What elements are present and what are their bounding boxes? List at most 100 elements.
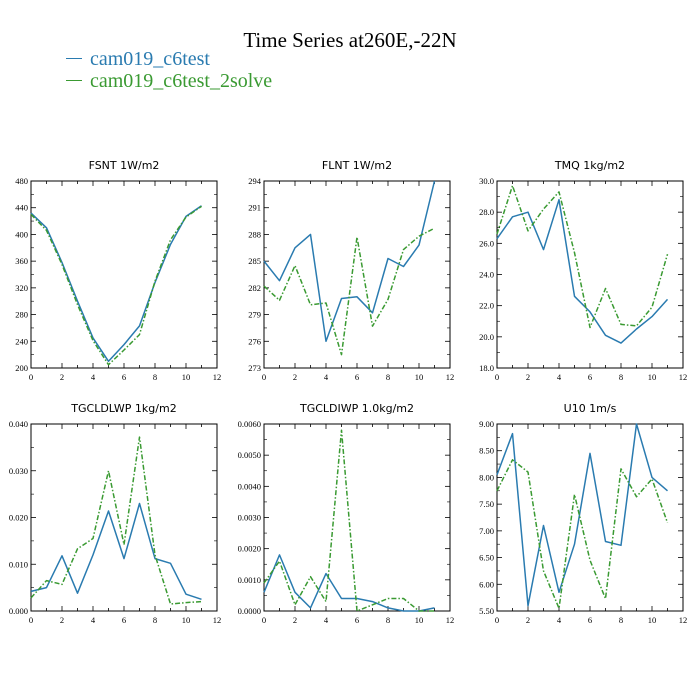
chart-panel-4: TGCLDLWP 1kg/m2 0.000 0.010 0.020 0.030 0.040… (9, 402, 221, 625)
x-tick-label: 8 (386, 615, 390, 625)
plot-frame (496, 423, 684, 612)
y-tick-label: 480 (15, 176, 28, 186)
series-line-1 (30, 502, 202, 601)
y-tick-label: 0.0030 (238, 513, 261, 523)
y-tick-label: 18.0 (479, 363, 494, 373)
series-line-2 (496, 184, 669, 329)
y-tick-label: 6.00 (479, 579, 494, 589)
series-line-2 (263, 429, 435, 612)
y-tick-label: 8.50 (479, 446, 494, 456)
x-tick-label: 8 (153, 372, 157, 382)
x-tick-label: 6 (122, 372, 126, 382)
x-tick-label: 10 (415, 372, 424, 382)
y-tick-label: 0.040 (9, 419, 28, 429)
legend-swatch-series-1 (66, 57, 82, 59)
x-tick-label: 2 (60, 615, 64, 625)
legend-item-series-2: cam019_c6test_2solve (66, 70, 272, 93)
x-tick-label: 6 (588, 372, 592, 382)
y-tick-label: 285 (248, 256, 261, 266)
y-tick-label: 0.000 (9, 606, 28, 616)
legend-item-series-1: cam019_c6test (66, 48, 210, 71)
chart-panel-3: TMQ 1kg/m2 18.0 20.0 22.0 24.0 26.0 28.0 30.0 0 2… (479, 159, 687, 382)
plot-frame (30, 180, 218, 369)
x-tick-label: 12 (446, 615, 455, 625)
x-tick-label: 10 (648, 615, 657, 625)
y-tick-label: 7.50 (479, 499, 494, 509)
y-tick-label: 291 (248, 203, 261, 213)
plot-frame (496, 180, 684, 369)
chart-title: FSNT 1W/m2 (89, 159, 160, 172)
x-tick-label: 12 (213, 372, 222, 382)
x-tick-label: 12 (213, 615, 222, 625)
y-tick-label: 200 (15, 363, 28, 373)
y-tick-label: 0.030 (9, 466, 28, 476)
x-tick-label: 4 (324, 615, 329, 625)
y-tick-label: 279 (248, 310, 261, 320)
y-tick-label: 276 (248, 336, 261, 346)
x-tick-label: 0 (262, 615, 266, 625)
series-line-2 (263, 227, 435, 356)
chart-title: TGCLDLWP 1kg/m2 (70, 402, 176, 415)
x-tick-label: 12 (679, 372, 688, 382)
chart-panel-2: FLNT 1W/m2 273 276 279 282 285 288 291 294 0 2 4 6 8 1… (248, 159, 454, 382)
y-tick-label: 280 (15, 310, 28, 320)
y-tick-label: 240 (15, 336, 28, 346)
legend-label-series-1: cam019_c6test (90, 48, 210, 70)
x-tick-label: 6 (588, 615, 592, 625)
x-tick-label: 0 (29, 372, 33, 382)
y-tick-label: 6.50 (479, 553, 494, 563)
y-tick-label: 0.0020 (238, 544, 261, 554)
x-tick-label: 6 (355, 372, 359, 382)
x-tick-label: 0 (29, 615, 33, 625)
y-tick-label: 360 (15, 256, 28, 266)
page-title: Time Series at260E,-22N (243, 28, 457, 52)
x-tick-label: 2 (526, 372, 530, 382)
y-tick-label: 26.0 (479, 238, 494, 248)
x-tick-label: 4 (324, 372, 329, 382)
y-tick-label: 294 (248, 176, 262, 186)
y-tick-label: 0.0010 (238, 575, 261, 585)
x-tick-label: 2 (526, 615, 530, 625)
plot-frame (263, 180, 451, 369)
y-tick-label: 282 (248, 283, 261, 293)
y-tick-label: 8.00 (479, 472, 494, 482)
chart-title: TGCLDIWP 1.0kg/m2 (299, 402, 414, 415)
series-line-1 (496, 198, 669, 344)
y-tick-label: 400 (15, 229, 28, 239)
chart-panel-5: TGCLDIWP 1.0kg/m2 0.0000 0.0010 0.0020 0.003… (238, 402, 455, 625)
x-tick-label: 8 (619, 615, 623, 625)
x-tick-label: 4 (557, 372, 562, 382)
y-tick-label: 0.020 (9, 513, 28, 523)
series-line-1 (263, 554, 435, 612)
series-line-2 (30, 436, 202, 605)
x-tick-label: 10 (182, 615, 191, 625)
y-tick-label: 5.50 (479, 606, 494, 616)
x-tick-label: 8 (386, 372, 390, 382)
chart-panel-1: FSNT 1W/m2 200 240 280 320 360 400 440 480 0 2 4 6 8 1… (15, 159, 221, 382)
series-line-1 (30, 205, 202, 363)
y-tick-label: 24.0 (479, 270, 494, 280)
y-tick-label: 288 (248, 229, 261, 239)
chart-title: U10 1m/s (564, 402, 617, 415)
x-tick-label: 8 (619, 372, 623, 382)
x-tick-label: 4 (91, 615, 96, 625)
y-tick-label: 9.00 (479, 419, 494, 429)
series-line-2 (30, 205, 202, 366)
y-tick-label: 440 (15, 203, 28, 213)
x-tick-label: 0 (262, 372, 266, 382)
y-tick-label: 20.0 (479, 332, 494, 342)
legend-swatch-series-2 (66, 79, 82, 81)
series-line-2 (496, 459, 669, 610)
x-tick-label: 4 (557, 615, 562, 625)
y-tick-label: 28.0 (479, 207, 494, 217)
x-tick-label: 10 (648, 372, 657, 382)
y-tick-label: 0.010 (9, 559, 28, 569)
y-tick-label: 0.0060 (238, 419, 261, 429)
x-tick-label: 2 (293, 615, 297, 625)
x-tick-label: 12 (446, 372, 455, 382)
series-line-1 (263, 180, 436, 343)
x-tick-label: 8 (153, 615, 157, 625)
x-tick-label: 6 (122, 615, 126, 625)
y-tick-label: 0.0000 (238, 606, 261, 616)
